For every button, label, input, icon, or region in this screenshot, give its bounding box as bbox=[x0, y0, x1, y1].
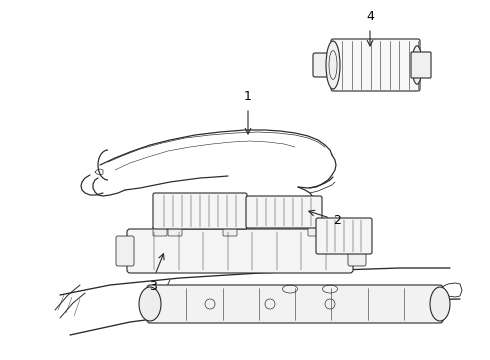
FancyBboxPatch shape bbox=[127, 229, 353, 273]
Ellipse shape bbox=[139, 287, 161, 321]
FancyBboxPatch shape bbox=[308, 226, 322, 236]
Text: 3: 3 bbox=[149, 280, 157, 293]
FancyBboxPatch shape bbox=[411, 52, 431, 78]
Ellipse shape bbox=[326, 41, 340, 89]
Text: 1: 1 bbox=[244, 90, 252, 103]
FancyBboxPatch shape bbox=[153, 193, 247, 229]
FancyBboxPatch shape bbox=[331, 39, 420, 91]
FancyBboxPatch shape bbox=[116, 236, 134, 266]
FancyBboxPatch shape bbox=[313, 53, 337, 77]
FancyBboxPatch shape bbox=[147, 285, 443, 323]
FancyBboxPatch shape bbox=[153, 226, 167, 236]
FancyBboxPatch shape bbox=[316, 218, 372, 254]
FancyBboxPatch shape bbox=[246, 196, 322, 228]
FancyBboxPatch shape bbox=[223, 226, 237, 236]
Ellipse shape bbox=[412, 46, 422, 84]
Text: 2: 2 bbox=[333, 213, 341, 226]
FancyBboxPatch shape bbox=[168, 226, 182, 236]
Text: 4: 4 bbox=[366, 10, 374, 23]
Ellipse shape bbox=[430, 287, 450, 321]
FancyBboxPatch shape bbox=[348, 236, 366, 266]
